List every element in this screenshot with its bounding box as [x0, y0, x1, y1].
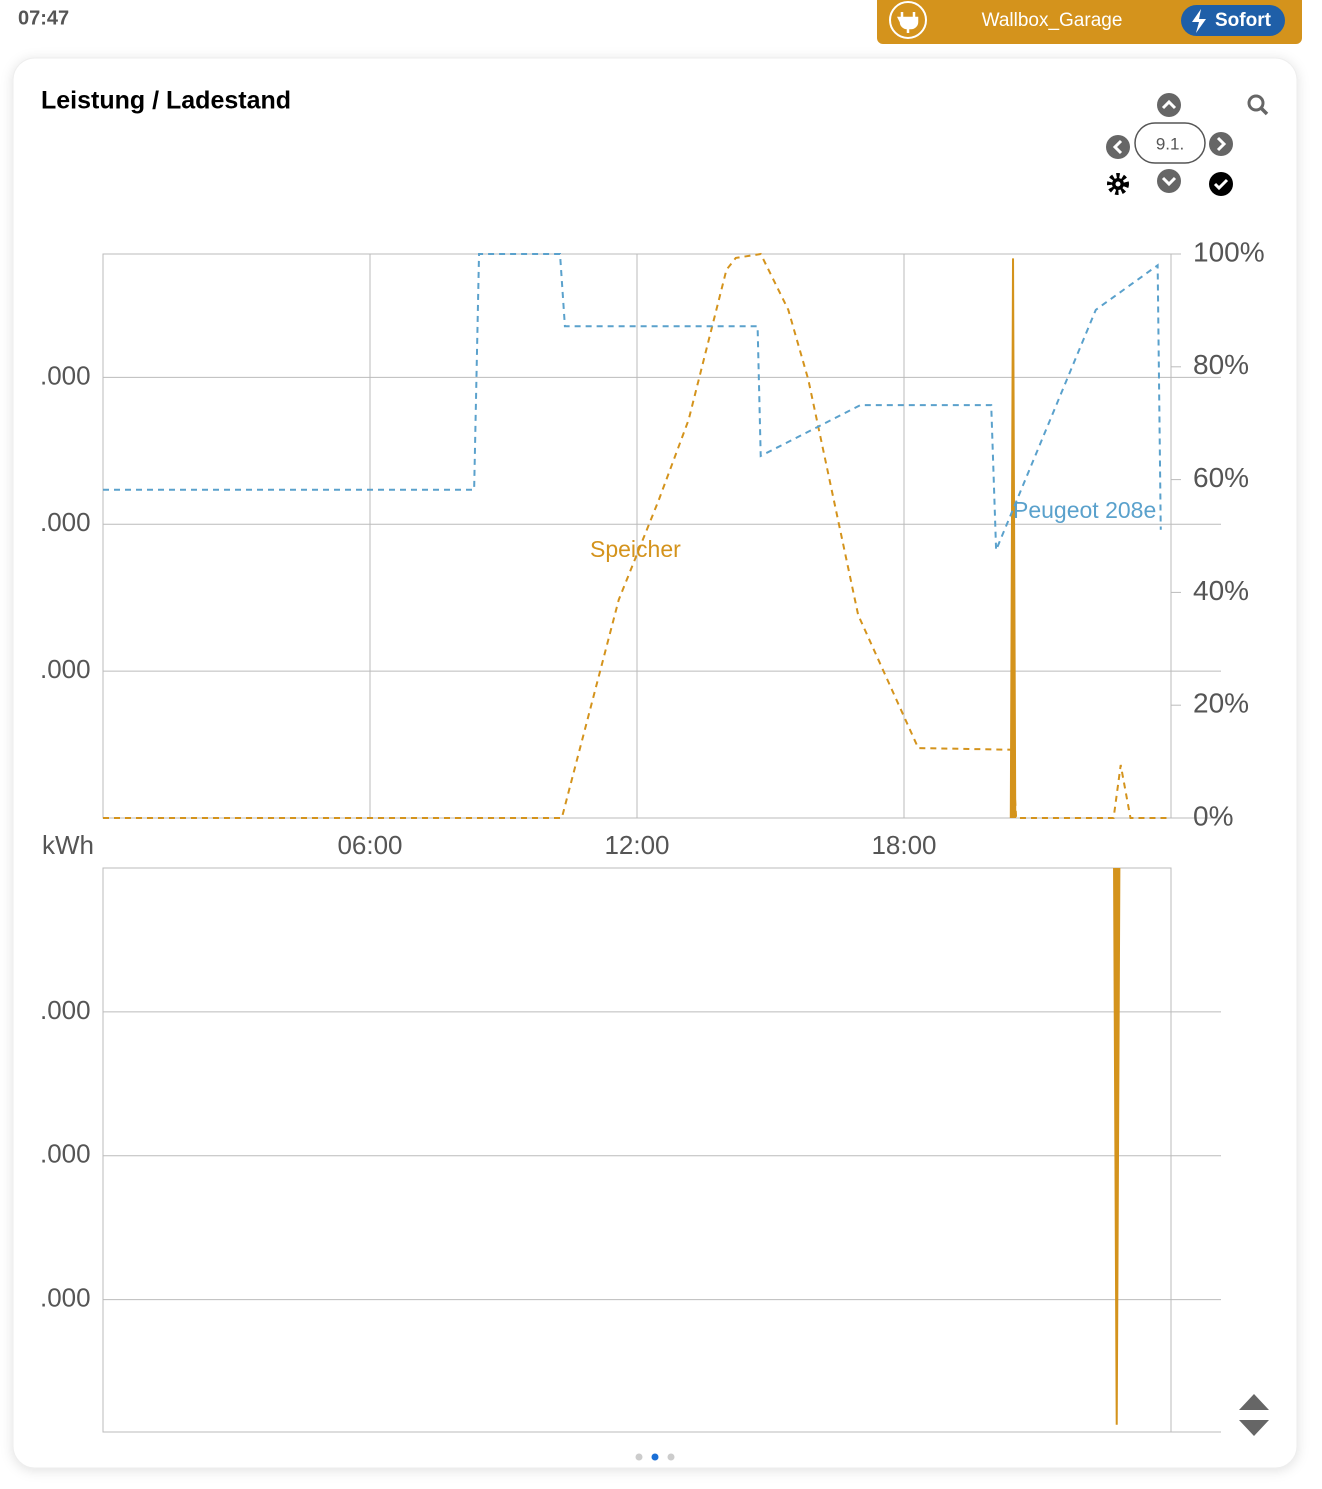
y-tick-label: .000: [40, 507, 91, 537]
page-dot-active[interactable]: [651, 1453, 659, 1461]
up-arrow: [1161, 99, 1177, 110]
page-dot[interactable]: [635, 1453, 643, 1461]
card-title: Leistung / Ladestand: [41, 87, 291, 115]
soc-line: [103, 252, 1169, 819]
wallbox-name: Wallbox_Garage: [982, 10, 1123, 31]
y2-tick-label: 80%: [1193, 349, 1249, 380]
x-tick-label: 18:00: [871, 830, 936, 860]
series-label: Peugeot 208e: [1013, 497, 1156, 523]
y-axis-unit: kWh: [42, 830, 94, 860]
settings-hole: [1115, 181, 1121, 187]
y-tick-label: .000: [40, 1139, 91, 1169]
power-area: [1009, 258, 1017, 819]
bolt-icon: [1192, 9, 1206, 33]
y-tick-label: .000: [40, 995, 91, 1025]
x-tick-label: 06:00: [337, 830, 402, 860]
next-button[interactable]: [1209, 132, 1233, 156]
mode-pill[interactable]: [1181, 5, 1285, 36]
status-time: 07:47: [18, 7, 69, 29]
date-pill[interactable]: [1134, 122, 1206, 164]
y2-tick-label: 40%: [1193, 575, 1249, 606]
series-label: Speicher: [590, 536, 681, 562]
down-arrow: [1161, 176, 1177, 187]
controls: 9.1.: [1106, 93, 1269, 196]
down-button[interactable]: [1157, 169, 1181, 193]
mode-label: Sofort: [1215, 10, 1272, 31]
prev-arrow: [1112, 139, 1123, 155]
y-tick-label: .000: [40, 654, 91, 684]
x-tick-label: 12:00: [604, 830, 669, 860]
search-handle: [1259, 106, 1269, 116]
y2-tick-label: 60%: [1193, 462, 1249, 493]
y-tick-label: .000: [40, 1283, 91, 1313]
wallbox-bar[interactable]: Wallbox_Garage Sofort: [877, 0, 1302, 44]
soc-line: [103, 253, 1162, 551]
next-arrow: [1216, 136, 1227, 152]
y2-tick-label: 0%: [1193, 800, 1233, 831]
charts: .000 .000 .000 0% 20% 40% 60% 80% 100% 06:00 12:00…: [40, 236, 1265, 1433]
y-tick-label: .000: [40, 360, 91, 390]
settings-button[interactable]: [1107, 173, 1129, 195]
y2-tick-label: 20%: [1193, 688, 1249, 719]
y2-tick-label: 100%: [1193, 236, 1265, 267]
search-button[interactable]: [1247, 94, 1265, 112]
card: [12, 57, 1298, 1469]
plug-glyph: [896, 12, 919, 33]
check-mark: [1213, 178, 1229, 191]
prev-button[interactable]: [1106, 135, 1130, 159]
resize-button[interactable]: [1239, 1394, 1269, 1436]
up-button[interactable]: [1157, 93, 1181, 117]
plug-icon: [889, 1, 927, 39]
page-dot[interactable]: [667, 1453, 675, 1461]
date-label: 9.1.: [1156, 134, 1184, 153]
